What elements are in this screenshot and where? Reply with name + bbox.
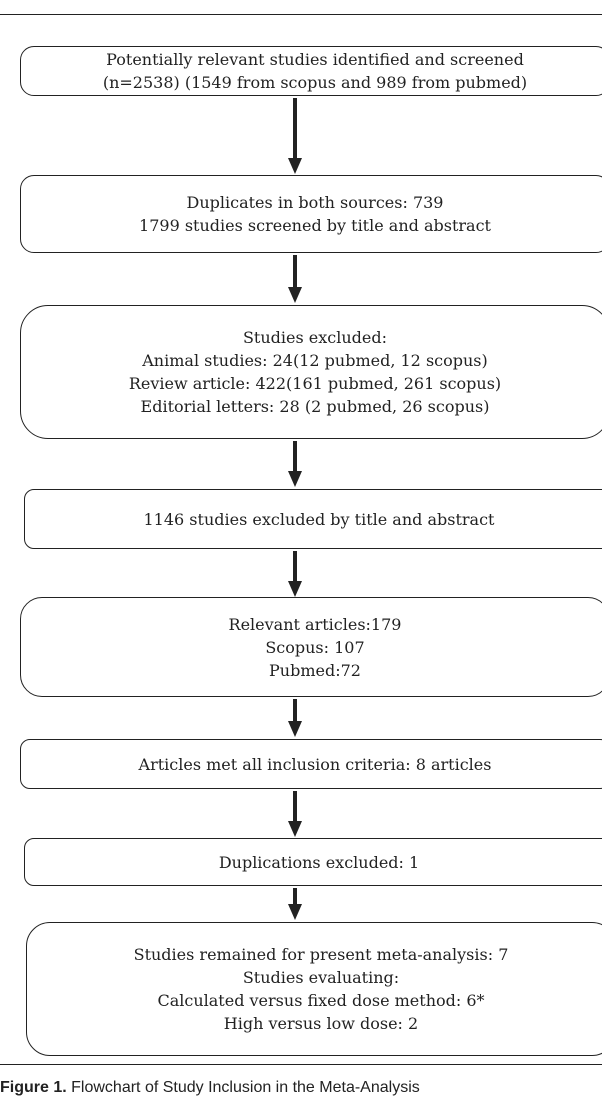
box-text-line: Pubmed:72	[269, 660, 361, 680]
box-text-line: Studies remained for present meta-analys…	[133, 945, 509, 964]
flow-arrow	[288, 551, 302, 597]
box-text-line: Duplications excluded: 1	[218, 852, 420, 872]
box-text-line: Potentially relevant studies identified …	[106, 50, 524, 69]
box-text-line: 1146 studies excluded by title and abstr…	[143, 509, 495, 529]
flow-arrow	[288, 255, 302, 303]
flow-arrow	[288, 441, 302, 487]
box-text-line: Editorial letters: 28 (2 pubmed, 26 scop…	[140, 397, 490, 416]
flow-arrow	[288, 699, 302, 737]
flow-box-duplicates: Duplicates in both sources: 739 1799 stu…	[20, 175, 602, 253]
box-text-line: 1799 studies screened by title and abstr…	[139, 216, 491, 235]
box-text-line: Animal studies: 24(12 pubmed, 12 scopus)	[142, 351, 488, 370]
flow-arrow	[288, 98, 302, 174]
box-text-line: Duplicates in both sources: 739	[186, 193, 444, 212]
box-text-line: Scopus: 107	[265, 637, 365, 657]
box-text-line: Studies excluded:	[242, 328, 388, 347]
figure-caption-text: Flowchart of Study Inclusion in the Meta…	[71, 1079, 420, 1096]
flow-box-relevant: Relevant articles:179 Scopus: 107 Pubmed…	[20, 597, 602, 697]
box-text-line: Relevant articles:179	[228, 614, 402, 634]
flow-box-remained: Studies remained for present meta-analys…	[26, 922, 602, 1056]
box-text-line: Review article: 422(161 pubmed, 261 scop…	[128, 374, 502, 393]
box-text-line: Calculated versus fixed dose method: 6*	[157, 991, 485, 1010]
flow-box-inclusion: Articles met all inclusion criteria: 8 a…	[20, 739, 602, 789]
box-text-line: High versus low dose: 2	[223, 1014, 419, 1033]
flow-arrow	[288, 888, 302, 920]
flow-box-screened: Potentially relevant studies identified …	[20, 46, 602, 96]
figure-caption: Figure 1. Flowchart of Study Inclusion i…	[0, 1079, 602, 1097]
box-text-line: Studies evaluating:	[242, 968, 400, 987]
box-text-line: (n=2538) (1549 from scopus and 989 from …	[102, 73, 528, 92]
bottom-rule	[0, 1064, 602, 1065]
flow-box-excluded: Studies excluded: Animal studies: 24(12 …	[20, 305, 602, 439]
box-text-line: Articles met all inclusion criteria: 8 a…	[138, 754, 492, 774]
flow-box-duplications: Duplications excluded: 1	[24, 838, 602, 886]
figure-label: Figure 1.	[0, 1079, 67, 1096]
flow-box-title-abstract: 1146 studies excluded by title and abstr…	[24, 489, 602, 549]
flow-arrow	[288, 791, 302, 837]
top-rule	[0, 14, 602, 15]
